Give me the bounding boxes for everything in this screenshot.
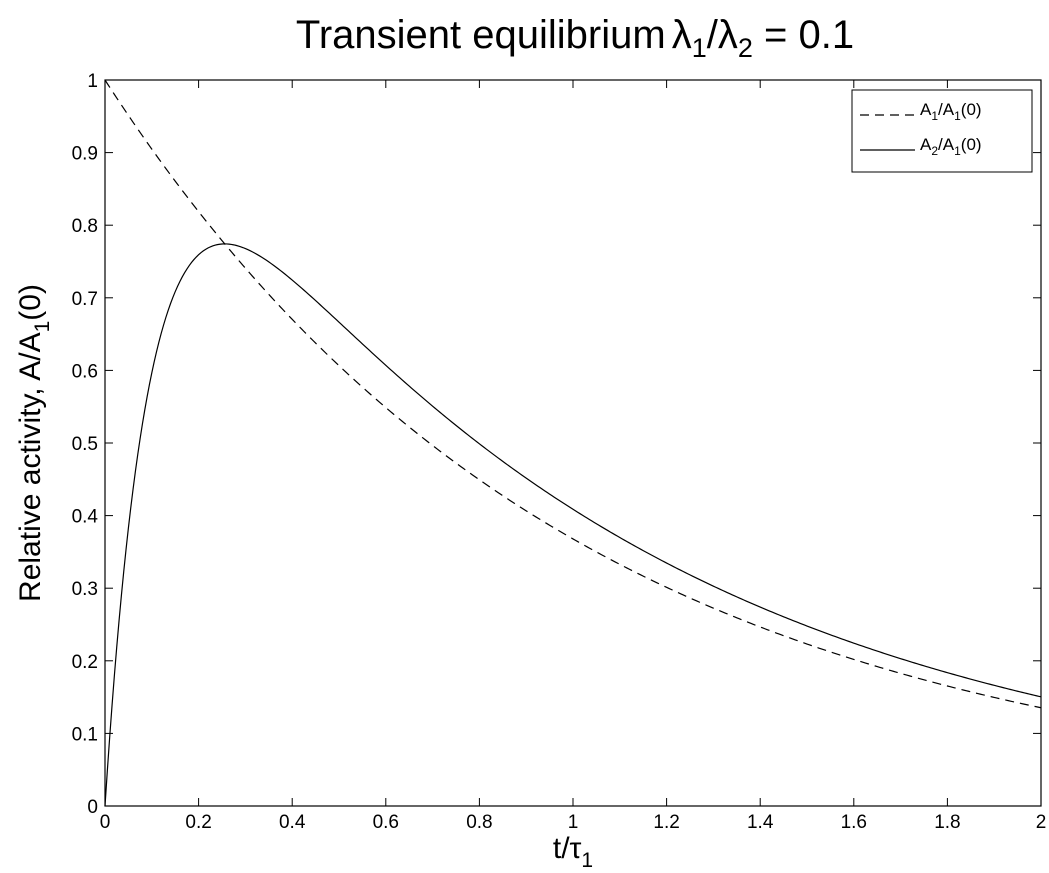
x-tick-label-8: 1.6: [841, 812, 867, 833]
y-tick-label-7: 0.7: [72, 289, 98, 310]
chart-title: Transient equilibrium λ1/λ2 = 0.1: [296, 13, 854, 63]
y-tick-label-0: 0: [87, 797, 98, 818]
x-tick-label-5: 1: [568, 812, 579, 833]
legend-label-a1: A1/A1(0): [920, 100, 982, 123]
x-tick-label-7: 1.4: [747, 812, 774, 833]
series-a2-line: [104, 243, 1042, 807]
y-tick-label-8: 0.8: [72, 216, 98, 237]
x-axis-label: t/τ1: [553, 832, 593, 872]
x-tick-label-3: 0.6: [373, 812, 399, 833]
x-tick-labels: 0 0.2 0.4 0.6 0.8 1 1.2 1.4 1.6 1.8 2: [100, 812, 1047, 833]
series-a1-line: [104, 79, 1042, 709]
x-tick-label-2: 0.4: [279, 812, 306, 833]
y-tick-label-4: 0.4: [72, 507, 99, 528]
x-tick-label-9: 1.8: [934, 812, 960, 833]
legend-box: [851, 89, 1033, 173]
x-tick-label-4: 0.8: [466, 812, 492, 833]
y-tick-label-10: 1: [87, 71, 98, 92]
y-tick-label-9: 0.9: [72, 144, 98, 165]
y-tick-label-3: 0.3: [72, 579, 98, 600]
legend-label-a2: A2/A1(0): [920, 135, 982, 158]
plot-area: 0 0.2 0.4 0.6 0.8 1 1.2 1.4 1.6 1.8 2 0 0.1 0.2 0.3 0.…: [72, 71, 1047, 833]
legend: A1/A1(0) A2/A1(0): [851, 89, 1033, 173]
series-layer: [104, 79, 1042, 807]
y-tick-label-1: 0.1: [72, 724, 98, 745]
y-tick-label-6: 0.6: [72, 361, 98, 382]
y-tick-label-2: 0.2: [72, 652, 98, 673]
x-tick-label-1: 0.2: [185, 812, 211, 833]
y-tick-label-5: 0.5: [72, 434, 98, 455]
y-tick-labels: 0 0.1 0.2 0.3 0.4 0.5 0.6 0.7 0.8 0.9 1: [72, 71, 99, 818]
x-tick-label-0: 0: [100, 812, 111, 833]
x-tick-label-10: 2: [1036, 812, 1047, 833]
y-axis-label: Relative activity, A/A1(0): [14, 284, 54, 602]
x-tick-label-6: 1.2: [653, 812, 679, 833]
